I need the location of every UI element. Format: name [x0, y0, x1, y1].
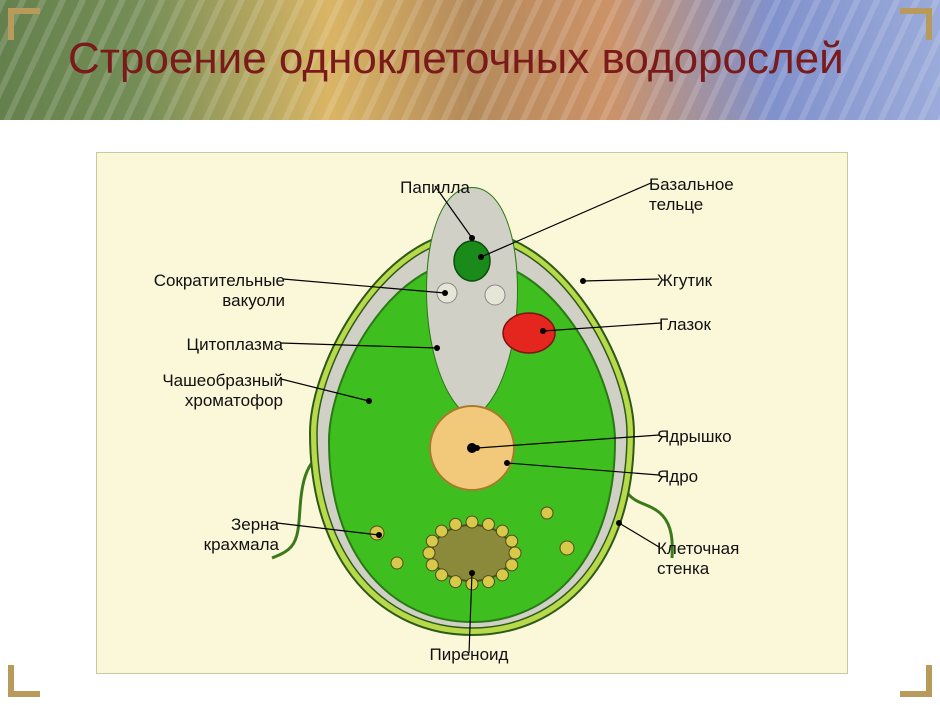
pyrenoid-grain: [450, 576, 462, 588]
leader-dot-basal_body: [478, 254, 484, 260]
pyrenoid-grain: [496, 569, 508, 581]
basal-body: [454, 241, 490, 281]
pyrenoid-grain: [423, 547, 435, 559]
label-nucleus: Ядро: [657, 467, 698, 487]
pyrenoid-grain: [496, 525, 508, 537]
leader-dot-flagellum: [580, 278, 586, 284]
pyrenoid-grain: [506, 559, 518, 571]
corner-ornament-br: [900, 665, 932, 697]
starch-grain-2: [541, 507, 553, 519]
pyrenoid-grain: [450, 518, 462, 530]
pyrenoid-grain: [482, 518, 494, 530]
eyespot: [503, 313, 555, 353]
slide-title: Строение одноклеточных водорослей: [68, 34, 844, 85]
starch-grain-1: [391, 557, 403, 569]
label-basal_body: Базальноетельце: [649, 175, 734, 214]
pyrenoid-grain: [426, 559, 438, 571]
leader-flagellum: [583, 279, 659, 281]
leader-dot-contractile_vacuoles: [442, 290, 448, 296]
leader-dot-chromatophore: [366, 398, 372, 404]
label-flagellum: Жгутик: [657, 271, 712, 291]
label-papilla: Папилла: [400, 178, 470, 198]
leader-dot-starch_grains: [376, 532, 382, 538]
leader-dot-nucleus: [504, 460, 510, 466]
corner-ornament-tl: [8, 8, 40, 40]
leader-cell_wall: [619, 523, 659, 547]
label-pyrenoid: Пиреноид: [430, 645, 509, 665]
leader-dot-eyespot: [540, 328, 546, 334]
label-eyespot: Глазок: [659, 315, 711, 335]
leader-dot-papilla: [469, 235, 475, 241]
label-cell_wall: Клеточнаястенка: [657, 539, 739, 578]
leader-dot-pyrenoid: [469, 570, 475, 576]
leader-dot-nucleolus: [474, 445, 480, 451]
pyrenoid-grain: [436, 525, 448, 537]
pyrenoid-grain: [436, 569, 448, 581]
pyrenoid-grain: [466, 516, 478, 528]
label-nucleolus: Ядрышко: [657, 427, 732, 447]
corner-ornament-bl: [8, 665, 40, 697]
label-starch_grains: Зернакрахмала: [204, 515, 279, 554]
slide: Строение одноклеточных водорослей Папилл…: [0, 0, 940, 705]
label-contractile_vacuoles: Сократительныевакуоли: [154, 271, 285, 310]
pyrenoid-grain: [506, 535, 518, 547]
cell-diagram: [97, 153, 847, 673]
starch-grain-3: [560, 541, 574, 555]
pyrenoid-grain: [509, 547, 521, 559]
leader-dot-cell_wall: [616, 520, 622, 526]
leader-dot-cytoplasm: [434, 345, 440, 351]
contractile-vacuole-1: [485, 285, 505, 305]
diagram-frame: Папилла Базальноетельце Сократительныеваку…: [96, 152, 848, 674]
corner-ornament-tr: [900, 8, 932, 40]
label-cytoplasm: Цитоплазма: [187, 335, 283, 355]
pyrenoid-grain: [426, 535, 438, 547]
label-chromatophore: Чашеобразныйхроматофор: [162, 371, 283, 410]
pyrenoid-grain: [482, 576, 494, 588]
